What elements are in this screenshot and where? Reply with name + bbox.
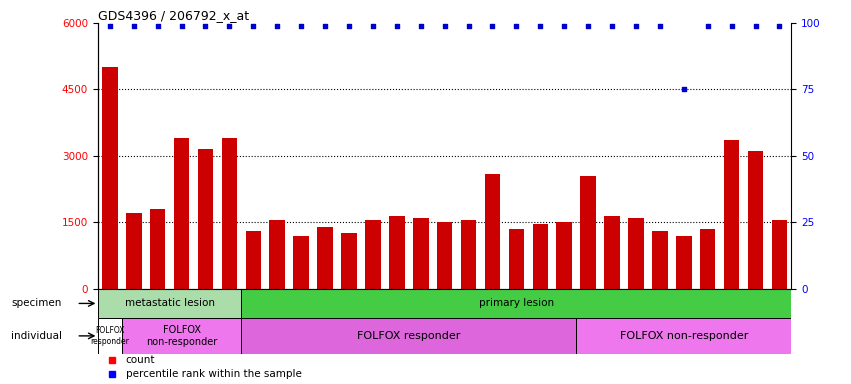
- Text: FOLFOX responder: FOLFOX responder: [357, 331, 460, 341]
- Point: [629, 23, 643, 29]
- Point: [581, 23, 595, 29]
- Bar: [98, 289, 242, 318]
- Point: [318, 23, 332, 29]
- Point: [486, 23, 500, 29]
- Point: [247, 23, 260, 29]
- Bar: [676, 235, 692, 289]
- Point: [725, 23, 739, 29]
- Bar: [221, 138, 237, 289]
- Point: [223, 23, 237, 29]
- Bar: [270, 220, 285, 289]
- Point: [605, 23, 619, 29]
- Point: [701, 23, 715, 29]
- Point: [557, 23, 571, 29]
- Text: individual: individual: [11, 331, 62, 341]
- Bar: [485, 174, 500, 289]
- Text: specimen: specimen: [12, 298, 62, 308]
- Point: [127, 23, 140, 29]
- Text: primary lesion: primary lesion: [479, 298, 554, 308]
- Point: [677, 86, 691, 93]
- Bar: [748, 151, 763, 289]
- Point: [174, 23, 188, 29]
- Bar: [700, 229, 716, 289]
- Bar: [98, 318, 122, 354]
- Bar: [126, 214, 141, 289]
- Bar: [580, 176, 596, 289]
- Bar: [341, 233, 357, 289]
- Bar: [533, 225, 548, 289]
- Bar: [557, 222, 572, 289]
- Bar: [174, 138, 189, 289]
- Bar: [242, 289, 791, 318]
- Text: GDS4396 / 206792_x_at: GDS4396 / 206792_x_at: [98, 9, 249, 22]
- Point: [390, 23, 403, 29]
- Bar: [437, 222, 453, 289]
- Text: FOLFOX non-responder: FOLFOX non-responder: [620, 331, 748, 341]
- Bar: [413, 218, 429, 289]
- Bar: [652, 231, 668, 289]
- Point: [294, 23, 308, 29]
- Bar: [365, 220, 380, 289]
- Bar: [628, 218, 643, 289]
- Text: FOLFOX
responder: FOLFOX responder: [90, 326, 129, 346]
- Point: [366, 23, 380, 29]
- Point: [271, 23, 284, 29]
- Point: [342, 23, 356, 29]
- Bar: [150, 209, 165, 289]
- Bar: [576, 318, 791, 354]
- Bar: [772, 220, 787, 289]
- Text: metastatic lesion: metastatic lesion: [124, 298, 214, 308]
- Text: FOLFOX
non-responder: FOLFOX non-responder: [146, 325, 217, 347]
- Bar: [724, 141, 740, 289]
- Bar: [102, 67, 117, 289]
- Bar: [317, 227, 333, 289]
- Point: [510, 23, 523, 29]
- Point: [151, 23, 164, 29]
- Bar: [122, 318, 242, 354]
- Text: count: count: [126, 355, 155, 365]
- Point: [198, 23, 212, 29]
- Bar: [242, 318, 576, 354]
- Bar: [460, 220, 477, 289]
- Bar: [197, 149, 214, 289]
- Point: [653, 23, 666, 29]
- Bar: [294, 235, 309, 289]
- Point: [534, 23, 547, 29]
- Point: [438, 23, 452, 29]
- Bar: [389, 216, 404, 289]
- Bar: [509, 229, 524, 289]
- Bar: [604, 216, 620, 289]
- Point: [462, 23, 476, 29]
- Point: [749, 23, 762, 29]
- Point: [103, 23, 117, 29]
- Point: [773, 23, 786, 29]
- Text: percentile rank within the sample: percentile rank within the sample: [126, 369, 301, 379]
- Point: [414, 23, 427, 29]
- Bar: [246, 231, 261, 289]
